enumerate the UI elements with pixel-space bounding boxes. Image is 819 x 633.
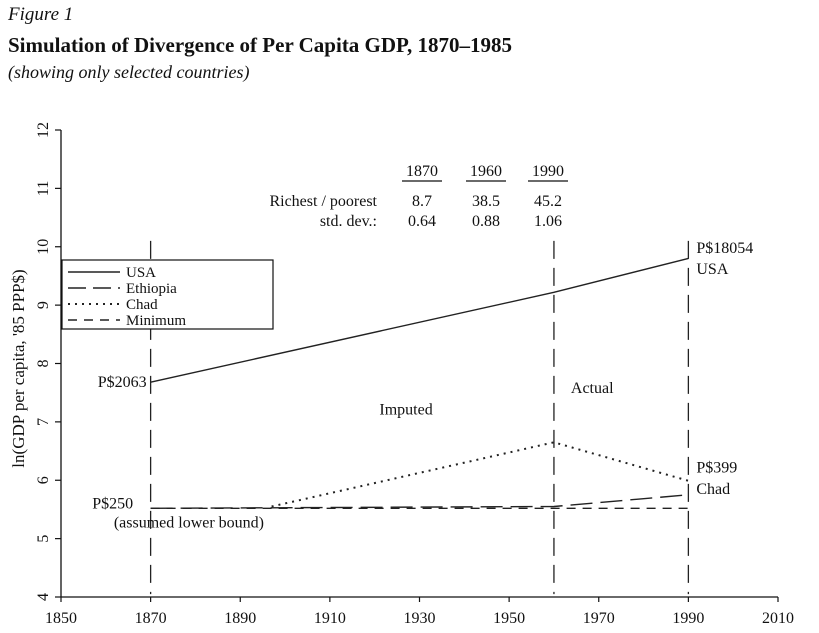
annotations: P$2063 P$18054 USA P$399 Chad P$250(assumed l… bbox=[92, 240, 753, 531]
axes: 1850 1870 1890 1910 1930 1950 1970 1990 2010 4 5 6 7… bbox=[9, 122, 794, 627]
table-column-header: 1990 bbox=[532, 163, 564, 180]
figure-title: Simulation of Divergence of Per Capita G… bbox=[8, 33, 512, 57]
y-tick-label: 8 bbox=[35, 360, 52, 368]
x-tick-label: 1950 bbox=[493, 610, 525, 627]
table-cell: 38.5 bbox=[472, 193, 500, 210]
annotation-label: P$250 bbox=[92, 496, 133, 513]
annotation-label: Actual bbox=[571, 380, 614, 397]
table-row-label: Richest / poorest bbox=[269, 193, 377, 210]
legend-label-ethiopia: Ethiopia bbox=[126, 281, 177, 297]
annotation-label: (assumed lower bound) bbox=[114, 514, 264, 531]
table-cell: 8.7 bbox=[412, 193, 432, 210]
series-line-ethiopia bbox=[150, 494, 689, 509]
table-cell: 0.64 bbox=[408, 213, 436, 230]
chart-marks bbox=[149, 240, 690, 595]
x-tick-label: 1930 bbox=[404, 610, 436, 627]
x-tick-label: 2010 bbox=[762, 610, 794, 627]
y-tick-label: 9 bbox=[35, 301, 52, 309]
x-tick-label: 1970 bbox=[583, 610, 615, 627]
table-cell: 0.88 bbox=[472, 213, 500, 230]
annotation-label: Imputed bbox=[379, 402, 432, 419]
table-cell: 1.06 bbox=[534, 213, 562, 230]
y-tick-label: 11 bbox=[35, 181, 52, 196]
annotation-label: P$2063 bbox=[98, 374, 147, 391]
table-row-label: std. dev.: bbox=[320, 213, 377, 230]
y-axis-label: ln(GDP per capita, '85 PPP$) bbox=[9, 269, 28, 467]
table-column-header: 1870 bbox=[406, 163, 438, 180]
y-tick-label: 4 bbox=[35, 593, 52, 601]
y-tick-label: 6 bbox=[35, 476, 52, 484]
summary-table: 1870 1960 1990 Richest / poorest 8.7 38.5 45.2… bbox=[269, 163, 568, 230]
annotation-label: USA bbox=[696, 261, 728, 278]
y-tick-label: 7 bbox=[35, 418, 52, 426]
series-line-usa bbox=[150, 257, 689, 383]
x-tick-label: 1990 bbox=[672, 610, 704, 627]
y-tick-label: 12 bbox=[35, 122, 52, 138]
x-tick-label: 1910 bbox=[314, 610, 346, 627]
annotation-label: Chad bbox=[696, 481, 730, 498]
legend-label-minimum: Minimum bbox=[126, 313, 186, 329]
y-tick-label: 10 bbox=[35, 239, 52, 255]
table-column-header: 1960 bbox=[470, 163, 502, 180]
x-tick-label: 1850 bbox=[45, 610, 77, 627]
series-line-chad bbox=[271, 441, 689, 508]
table-cell: 45.2 bbox=[534, 193, 562, 210]
y-tick-label: 5 bbox=[35, 535, 52, 543]
legend-label-usa: USA bbox=[126, 265, 156, 281]
annotation-label: P$399 bbox=[696, 459, 737, 476]
x-tick-label: 1890 bbox=[224, 610, 256, 627]
x-tick-label: 1870 bbox=[135, 610, 167, 627]
annotation-label: P$18054 bbox=[696, 240, 753, 257]
figure-subtitle: (showing only selected countries) bbox=[8, 62, 250, 82]
figure-label: Figure 1 bbox=[8, 4, 74, 25]
legend-label-chad: Chad bbox=[126, 297, 158, 313]
